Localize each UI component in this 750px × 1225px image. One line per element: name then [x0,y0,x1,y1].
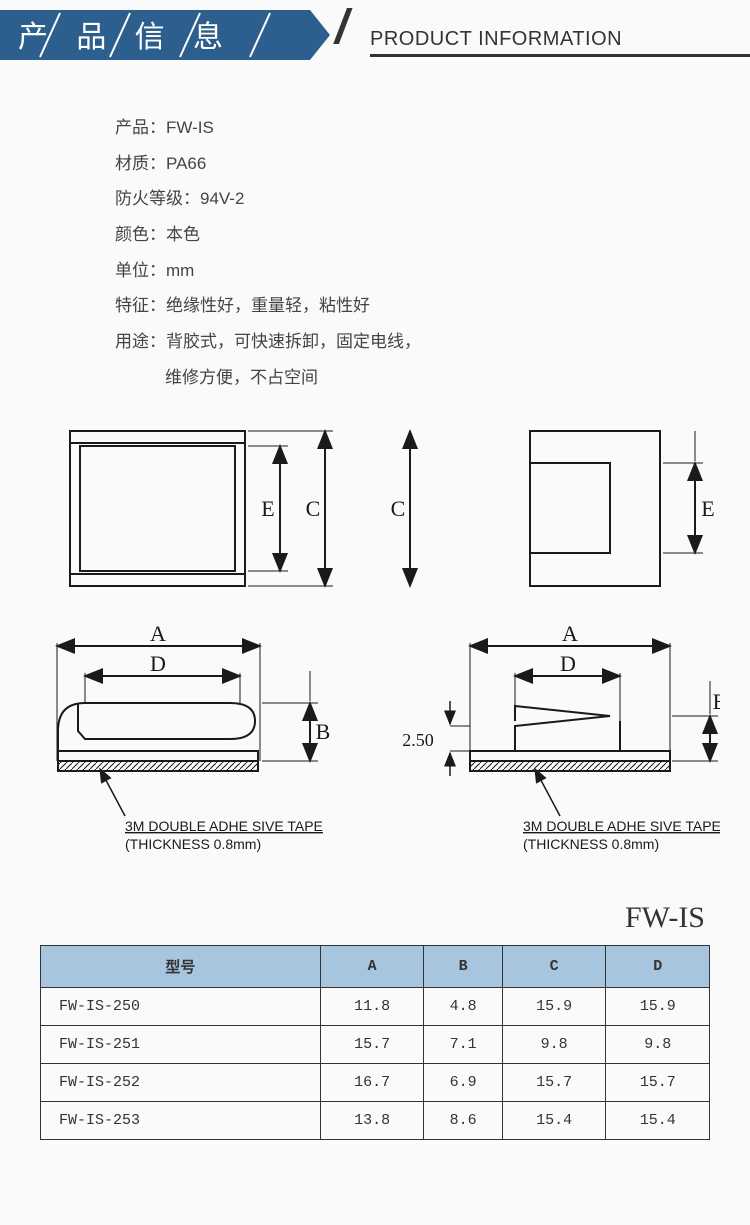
table-cell: 15.4 [606,1101,710,1139]
spec-row: 单位：mm [115,253,750,289]
tape-note-2: (THICKNESS 0.8mm) [523,836,659,852]
spec-row: 产品：FW-IS [115,110,750,146]
table-cell: 15.7 [606,1063,710,1101]
table-cell: 11.8 [320,987,424,1025]
spec-label: 单位： [115,261,166,280]
dim-label-A: A [150,621,166,646]
technical-diagram: E C C E A D B A D B 2.50 3M DOUBLE ADHE … [30,421,720,886]
spec-value: mm [166,261,194,280]
dim-fixed: 2.50 [402,730,434,750]
table-cell: 16.7 [320,1063,424,1101]
spec-label: 用途： [115,332,166,351]
spec-value: 本色 [166,225,200,244]
dim-label-C: C [391,496,406,521]
spec-table-wrap: 型号 A B C D FW-IS-25011.84.815.915.9 FW-I… [40,945,710,1140]
table-header: C [502,945,606,987]
header-underline [370,54,750,57]
dim-label-B: B [713,689,720,714]
table-header: 型号 [41,945,321,987]
dim-label-D: D [560,651,576,676]
spec-value: 背胶式，可快速拆卸，固定电线， [166,332,421,351]
spec-label: 特征： [115,296,166,315]
spec-table: 型号 A B C D FW-IS-25011.84.815.915.9 FW-I… [40,945,710,1140]
table-cell: 15.4 [502,1101,606,1139]
spec-value: 94V-2 [200,189,244,208]
spec-label: 材质： [115,154,166,173]
table-cell: 15.7 [320,1025,424,1063]
table-row: FW-IS-25216.76.915.715.7 [41,1063,710,1101]
table-row: FW-IS-25011.84.815.915.9 [41,987,710,1025]
header-slash: / [335,0,348,55]
table-cell: 15.9 [606,987,710,1025]
spec-value: 绝缘性好，重量轻，粘性好 [166,296,370,315]
table-cell: 4.8 [424,987,502,1025]
dim-label-C: C [306,496,321,521]
table-header: D [606,945,710,987]
tape-note-2: (THICKNESS 0.8mm) [125,836,261,852]
spec-row: 材质：PA66 [115,146,750,182]
spec-label: 颜色： [115,225,166,244]
table-cell: FW-IS-252 [41,1063,321,1101]
spec-label: 产品： [115,118,166,137]
spec-label: 防火等级： [115,189,200,208]
spec-row: 用途：背胶式，可快速拆卸，固定电线， [115,324,750,360]
table-header: B [424,945,502,987]
table-cell: 13.8 [320,1101,424,1139]
table-cell: 15.9 [502,987,606,1025]
table-row: FW-IS-25115.77.19.89.8 [41,1025,710,1063]
product-model-label: FW-IS [0,901,705,935]
table-cell: 8.6 [424,1101,502,1139]
dim-label-D: D [150,651,166,676]
spec-row: 颜色：本色 [115,217,750,253]
tape-note-1: 3M DOUBLE ADHE SIVE TAPE [125,818,323,834]
table-cell: FW-IS-251 [41,1025,321,1063]
spec-list: 产品：FW-IS 材质：PA66 防火等级：94V-2 颜色：本色 单位：mm … [115,110,750,396]
table-row: FW-IS-25313.88.615.415.4 [41,1101,710,1139]
dim-label-E: E [701,496,714,521]
dim-label-A: A [562,621,578,646]
table-cell: 9.8 [606,1025,710,1063]
header-title-en: PRODUCT INFORMATION [370,28,622,51]
table-cell: 6.9 [424,1063,502,1101]
table-cell: FW-IS-250 [41,987,321,1025]
header-title-cn: 产 品 信 息 [18,12,233,56]
spec-value: FW-IS [166,118,214,137]
table-cell: 7.1 [424,1025,502,1063]
dim-label-B: B [316,719,331,744]
dim-label-E: E [261,496,274,521]
header: 产 品 信 息 / PRODUCT INFORMATION [0,0,750,70]
spec-row: 特征：绝缘性好，重量轻，粘性好 [115,288,750,324]
spec-row-cont: 维修方便，不占空间 [165,360,750,396]
table-cell: 9.8 [502,1025,606,1063]
spec-value: PA66 [166,154,206,173]
spec-row: 防火等级：94V-2 [115,181,750,217]
tape-note-1: 3M DOUBLE ADHE SIVE TAPE [523,818,720,834]
table-cell: 15.7 [502,1063,606,1101]
table-cell: FW-IS-253 [41,1101,321,1139]
table-header-row: 型号 A B C D [41,945,710,987]
table-header: A [320,945,424,987]
